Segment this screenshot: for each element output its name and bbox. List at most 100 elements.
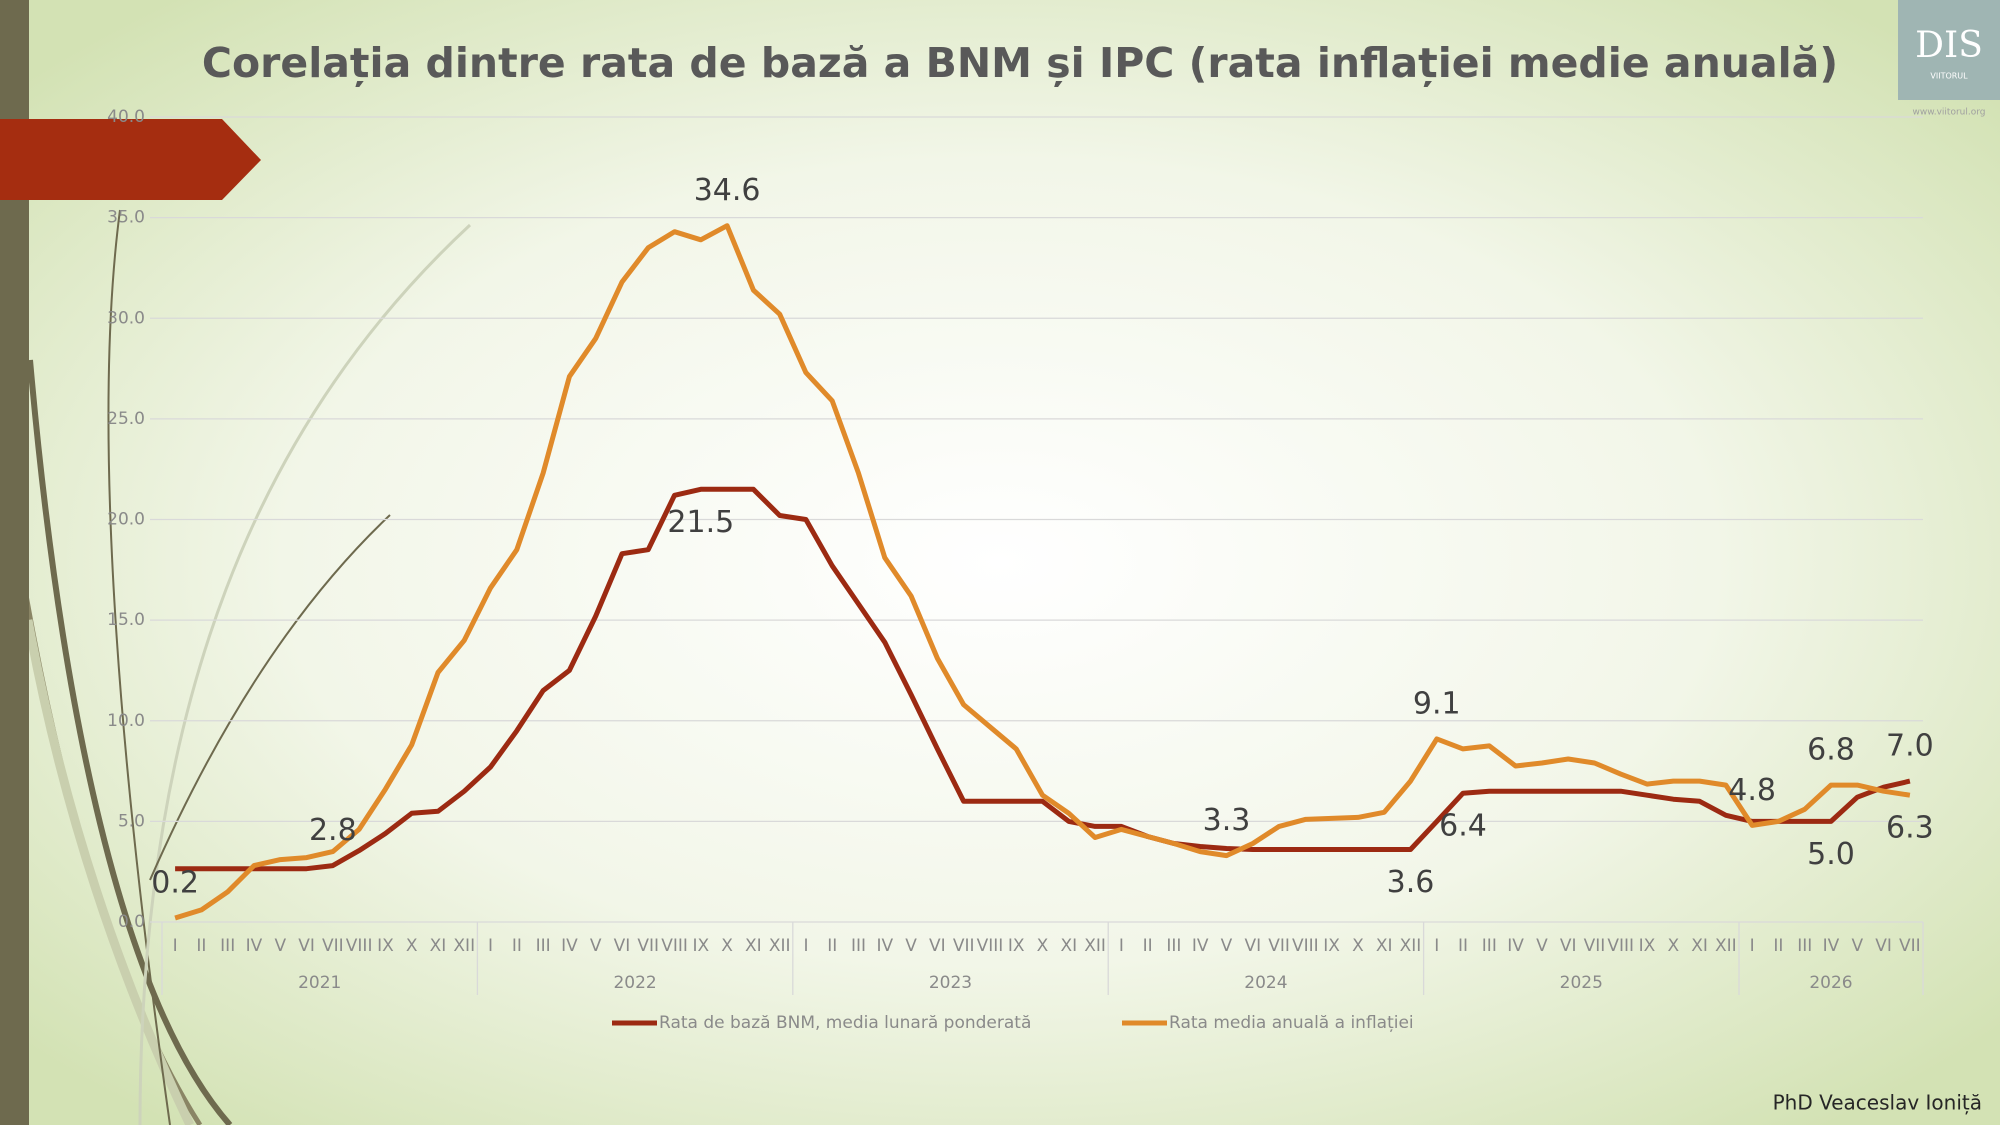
x-tick-label: XI [1376,936,1393,956]
series-line [174,223,1911,921]
x-tick-label: XII [1084,936,1106,956]
x-tick-label: VI [1244,936,1261,956]
data-label: 6.3 [1886,811,1934,846]
decoration [17,209,472,1127]
y-tick-label: 25.0 [107,409,145,429]
x-tick-label: I [803,936,808,956]
x-tick-label: V [274,936,286,956]
series-line [175,486,1911,872]
x-tick-label: III [220,936,235,956]
data-label: 5.0 [1807,837,1855,872]
y-tick-label: 10.0 [107,711,145,731]
x-tick-label: X [406,936,418,956]
data-label: 7.0 [1886,729,1934,764]
x-group-label: 2023 [929,973,972,993]
x-tick-label: VII [1899,936,1921,956]
x-group-label: 2025 [1560,973,1603,993]
x-tick-label: XI [430,936,447,956]
logo: DIS VIITORUL www.viitorul.org [1898,0,2000,118]
x-tick-label: V [590,936,602,956]
x-group-label: 2026 [1809,973,1852,993]
x-tick-label: XI [1060,936,1077,956]
legend-label: Rata media anuală a inflației [1169,1013,1414,1033]
x-tick-label: IX [1323,936,1340,956]
x-group-label: 2024 [1244,973,1287,993]
x-group-label: 2021 [298,973,341,993]
x-tick-label: VIII [1607,936,1634,956]
x-tick-label: VII [1268,936,1290,956]
y-tick-label: 20.0 [107,510,145,530]
x-tick-label: VI [929,936,946,956]
logo-sub: VIITORUL [1930,72,1968,81]
data-label: 9.1 [1413,686,1461,721]
x-tick-label: II [827,936,837,956]
x-tick-label: I [1750,936,1755,956]
y-tick-label: 35.0 [107,208,145,228]
x-tick-label: I [488,936,493,956]
x-tick-label: V [905,936,917,956]
x-tick-label: VIII [977,936,1004,956]
y-tick-label: 0.0 [118,912,145,932]
x-tick-label: IV [246,936,263,956]
x-tick-label: II [1773,936,1783,956]
x-tick-label: I [173,936,178,956]
x-tick-label: III [1166,936,1181,956]
x-tick-label: V [1851,936,1863,956]
x-tick-label: I [1434,936,1439,956]
x-tick-label: VII [953,936,975,956]
x-tick-label: VI [1560,936,1577,956]
data-label: 6.8 [1807,733,1855,768]
data-label: 2.8 [309,813,357,848]
x-tick-label: III [536,936,551,956]
logo-name: DIS [1915,25,1983,66]
x-tick-label: XII [453,936,475,956]
x-tick-label: VI [298,936,315,956]
x-tick-label: II [1458,936,1468,956]
x-tick-label: VII [637,936,659,956]
x-tick-label: X [1667,936,1679,956]
x-tick-label: V [1536,936,1548,956]
x-tick-label: II [196,936,206,956]
chart-title: Corelația dintre rata de bază a BNM și I… [202,39,1838,87]
x-tick-label: II [1143,936,1153,956]
x-tick-label: IX [1008,936,1025,956]
x-tick-label: II [512,936,522,956]
x-tick-label: VIII [1292,936,1319,956]
data-label: 6.4 [1439,809,1487,844]
x-tick-label: VI [614,936,631,956]
x-group-label: 2022 [613,973,656,993]
x-tick-label: XII [1400,936,1422,956]
x-tick-label: XI [745,936,762,956]
data-label: 0.2 [151,865,199,900]
x-tick-label: IV [1507,936,1524,956]
x-tick-label: III [1482,936,1497,956]
data-label: 4.8 [1728,773,1776,808]
y-tick-label: 15.0 [107,610,145,630]
y-tick-label: 30.0 [107,308,145,328]
x-tick-label: VIII [661,936,688,956]
x-tick-label: IV [561,936,578,956]
x-tick-label: IV [876,936,893,956]
legend-label: Rata de bază BNM, media lunară ponderată [659,1013,1031,1033]
data-label: 3.6 [1387,865,1435,900]
logo-box [1898,0,2000,100]
x-tick-label: X [721,936,733,956]
x-tick-label: XII [1715,936,1737,956]
x-tick-label: XII [769,936,791,956]
x-tick-label: VII [1584,936,1606,956]
x-tick-label: X [1037,936,1049,956]
x-tick-label: V [1221,936,1233,956]
x-tick-label: IX [1639,936,1656,956]
data-label: 3.3 [1203,803,1251,838]
x-tick-label: IX [377,936,394,956]
y-tick-label: 5.0 [118,811,145,831]
x-tick-label: VII [322,936,344,956]
arrow-shape [0,119,261,200]
x-tick-label: IV [1192,936,1209,956]
x-tick-label: XI [1691,936,1708,956]
x-tick-label: VI [1875,936,1892,956]
x-tick-label: IV [1823,936,1840,956]
